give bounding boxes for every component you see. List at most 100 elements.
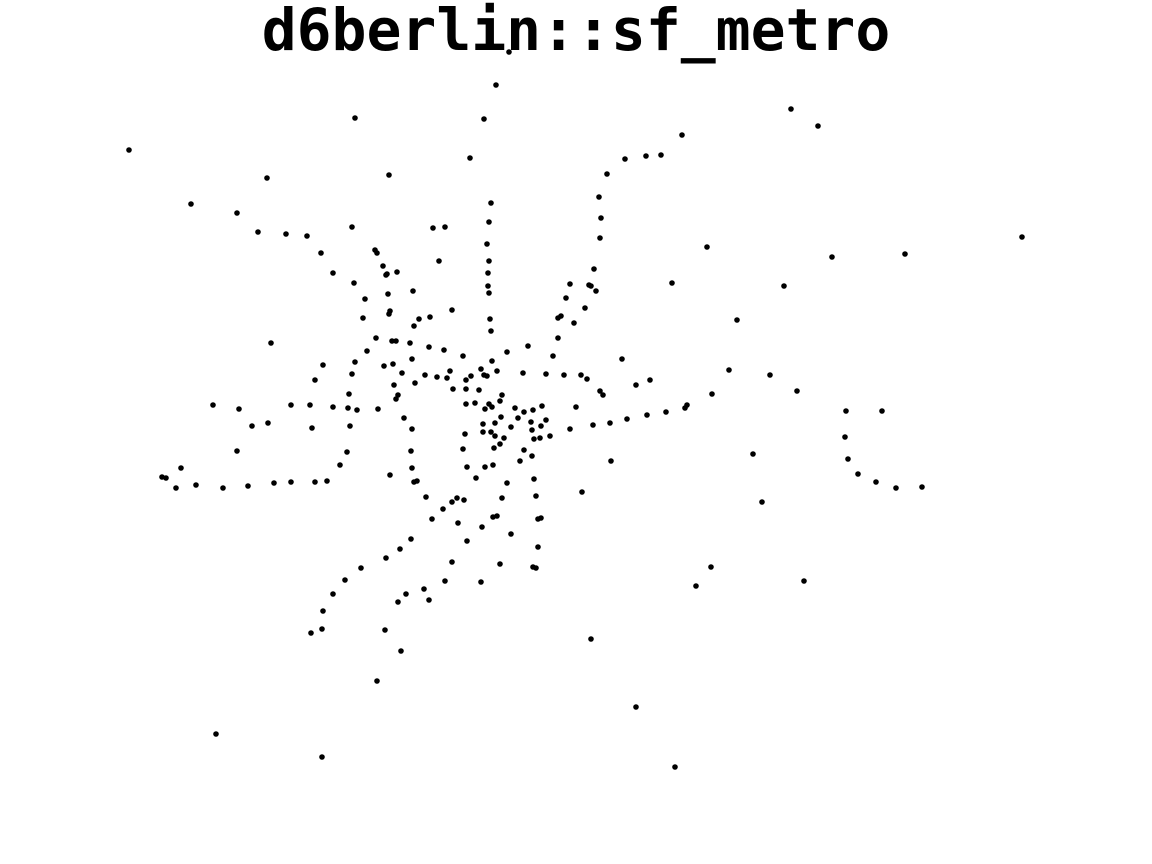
data-point [499, 392, 505, 398]
data-point [320, 608, 326, 614]
data-point [481, 116, 487, 122]
data-point [726, 367, 732, 373]
data-point [421, 586, 427, 592]
data-point [669, 280, 675, 286]
data-point [708, 564, 714, 570]
data-point [255, 229, 261, 235]
data-point [449, 559, 455, 565]
data-point [436, 258, 442, 264]
data-point [434, 374, 440, 380]
data-point [619, 356, 625, 362]
data-point [555, 335, 561, 341]
data-point [349, 371, 355, 377]
data-point [447, 368, 453, 374]
data-point [843, 408, 849, 414]
data-point [604, 171, 610, 177]
data-point [644, 412, 650, 418]
data-point [508, 424, 514, 430]
data-point [320, 362, 326, 368]
data-point [236, 406, 242, 412]
data-point [533, 493, 539, 499]
data-point [442, 578, 448, 584]
data-point [362, 296, 368, 302]
data-point [411, 323, 417, 329]
data-point [593, 288, 599, 294]
data-point [401, 415, 407, 421]
data-point [489, 358, 495, 364]
data-point [492, 420, 498, 426]
data-point [312, 479, 318, 485]
data-point [430, 225, 436, 231]
data-point [842, 434, 848, 440]
data-point [633, 704, 639, 710]
data-point [529, 427, 535, 433]
data-point [504, 480, 510, 486]
data-point [383, 555, 389, 561]
data-point [596, 194, 602, 200]
data-point [288, 479, 294, 485]
data-point [409, 356, 415, 362]
data-point [539, 403, 545, 409]
data-point [213, 731, 219, 737]
data-point [482, 464, 488, 470]
data-point [578, 372, 584, 378]
data-point [624, 416, 630, 422]
data-point [330, 404, 336, 410]
data-point [567, 426, 573, 432]
data-point [704, 244, 710, 250]
data-point [387, 308, 393, 314]
data-point [485, 283, 491, 289]
data-point [501, 435, 507, 441]
data-point [563, 295, 569, 301]
data-point [873, 479, 879, 485]
data-point [271, 480, 277, 486]
data-point [391, 382, 397, 388]
data-point [550, 353, 556, 359]
data-point [178, 465, 184, 471]
data-point [489, 404, 495, 410]
data-point [788, 106, 794, 112]
data-point [455, 520, 461, 526]
data-point [794, 388, 800, 394]
data-point [492, 433, 498, 439]
data-point [488, 328, 494, 334]
data-point [467, 155, 473, 161]
data-point [486, 258, 492, 264]
data-point [902, 251, 908, 257]
data-point [528, 419, 534, 425]
data-point [410, 288, 416, 294]
data-point [460, 353, 466, 359]
data-point [387, 472, 393, 478]
data-point [530, 407, 536, 413]
data-point [283, 231, 289, 237]
data-point [345, 405, 351, 411]
data-point [582, 305, 588, 311]
data-point [538, 515, 544, 521]
data-point [360, 315, 366, 321]
data-point [426, 344, 432, 350]
data-point [781, 283, 787, 289]
data-point [855, 471, 861, 477]
points-layer [126, 49, 1025, 770]
data-point [126, 147, 132, 153]
data-point [561, 372, 567, 378]
data-point [531, 436, 537, 442]
data-point [324, 478, 330, 484]
data-point [423, 494, 429, 500]
data-point [409, 426, 415, 432]
data-point [829, 254, 835, 260]
data-point [488, 429, 494, 435]
data-point [571, 320, 577, 326]
data-point [479, 524, 485, 530]
data-point [588, 636, 594, 642]
data-point [497, 561, 503, 567]
data-point [845, 456, 851, 462]
data-point [427, 314, 433, 320]
data-point [558, 313, 564, 319]
data-point [429, 516, 435, 522]
data-point [684, 402, 690, 408]
data-point [344, 449, 350, 455]
data-point [330, 591, 336, 597]
data-point [337, 462, 343, 468]
data-point [441, 347, 447, 353]
